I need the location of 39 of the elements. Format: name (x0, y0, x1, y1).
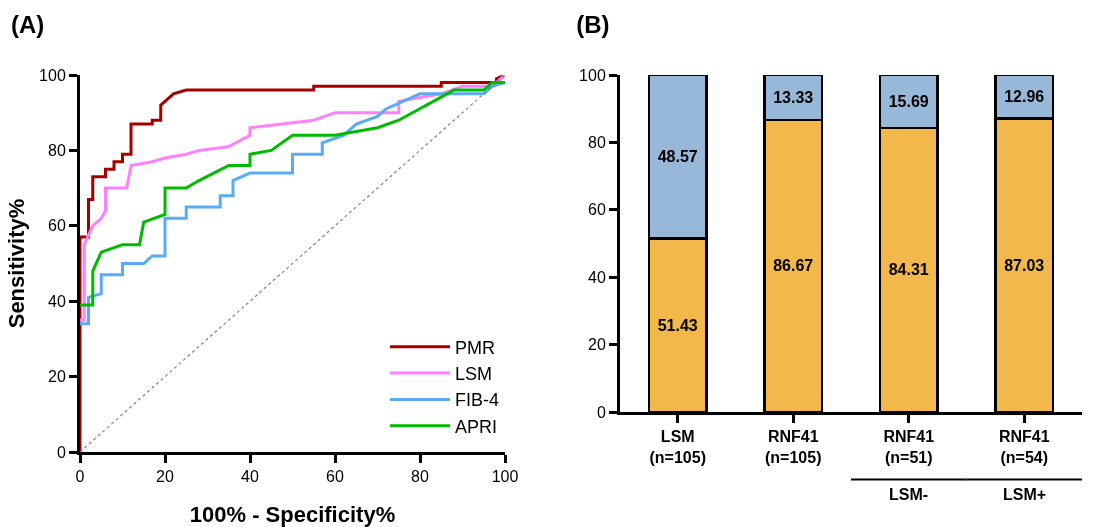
x-tick-label: 40 (241, 468, 259, 486)
x-tick-label: RNF41 (n=105) (765, 428, 822, 466)
y-tick-label: 40 (48, 292, 66, 310)
text: LSM- (889, 486, 929, 503)
x-tick-label: 60 (326, 468, 344, 486)
data-label: 86.67 (773, 257, 814, 275)
x-tick-label: 20 (156, 468, 174, 486)
data-label: 48.57 (657, 148, 698, 166)
chart-title: (A) (10, 10, 45, 38)
data-label: 51.43 (657, 316, 698, 334)
chart-title: (B) (576, 10, 610, 38)
data-label: 15.69 (888, 92, 929, 110)
text: LSM+ (1003, 486, 1047, 503)
x-tick-label: 100 (491, 468, 519, 486)
x-tick-label: 80 (411, 468, 429, 486)
x-tick-label: RNF41 (n=54) (998, 428, 1050, 466)
data-label: 12.96 (1004, 88, 1045, 106)
x-tick-label: LSM (n=105) (649, 428, 706, 466)
y-tick-label: 100 (39, 66, 66, 84)
y-tick-label: 60 (48, 217, 66, 235)
y-tick-label: 80 (48, 142, 66, 159)
legend-label: LSM (455, 364, 493, 385)
legend-label: APRI (455, 416, 498, 437)
x-tick-label: RNF41 (n=51) (883, 428, 935, 466)
y-axis-title: Sensitivity% (4, 198, 29, 329)
y-tick-label: 20 (48, 368, 66, 386)
x-tick-label: 0 (75, 468, 85, 486)
x-axis-title: 100% - Specificity% (189, 502, 396, 527)
y-tick-label: 20 (588, 336, 606, 354)
data-label: 84.31 (888, 261, 929, 279)
legend-label: PMR (455, 337, 495, 358)
data-label: 13.33 (773, 88, 814, 106)
y-tick-label: 100 (579, 66, 606, 84)
data-label: 87.03 (1004, 256, 1045, 274)
legend-label: FIB-4 (455, 390, 500, 411)
y-tick-label: 80 (588, 134, 606, 151)
y-tick-label: 0 (596, 403, 606, 421)
y-tick-label: 40 (588, 268, 606, 286)
y-tick-label: 60 (588, 201, 606, 219)
